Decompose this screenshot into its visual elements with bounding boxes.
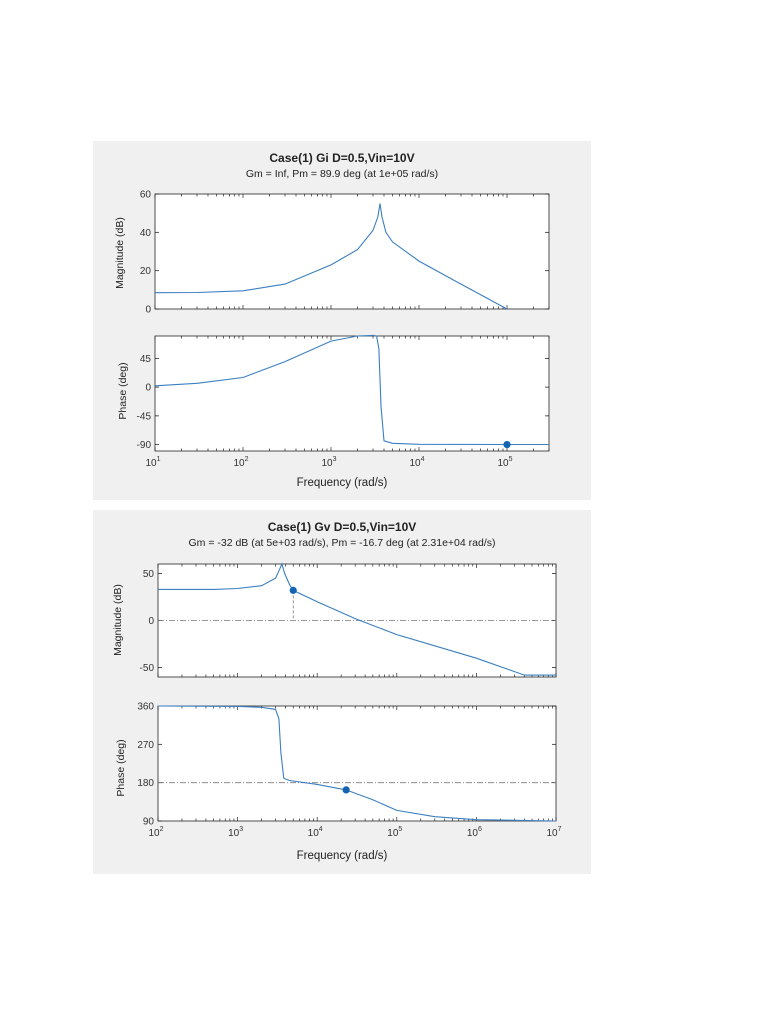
y-tick-label: 270 — [137, 740, 154, 751]
x-tick-label: 105 — [497, 456, 512, 469]
y-tick-label: 40 — [140, 228, 152, 239]
bode-plot-area: -50 0 50 90 180 270 360 102 103 104 105 106 107 — [137, 562, 562, 839]
x-tick-label: 101 — [145, 456, 160, 469]
bode-plot-area: 0 20 40 60 -90 -45 0 45 101 102 103 104 105 — [137, 190, 550, 469]
x-tick-label: 103 — [321, 456, 336, 469]
y-tick-label: 0 — [148, 616, 154, 627]
margin-marker — [342, 786, 350, 794]
x-tick-label: 102 — [233, 456, 248, 469]
chart-title: Case(1) Gv D=0.5,Vin=10V — [267, 520, 417, 534]
x-tick-label: 105 — [387, 826, 402, 839]
y-tick-label: 90 — [143, 817, 155, 828]
magnitude-series-line — [158, 562, 556, 676]
y-tick-label: 50 — [143, 569, 155, 580]
phase-axes — [154, 335, 550, 452]
y-tick-label: 0 — [145, 383, 151, 394]
x-tick-label: 106 — [467, 826, 482, 839]
bode-figure-gv: Case(1) Gv D=0.5,Vin=10V Gm = -32 dB (at… — [93, 510, 591, 874]
y-tick-label: 60 — [140, 190, 152, 201]
phase-series-line — [157, 705, 557, 822]
margin-marker — [289, 586, 297, 594]
x-tick-label: 107 — [546, 826, 561, 839]
x-axis-label: Frequency (rad/s) — [296, 850, 388, 862]
x-axis-label: Frequency (rad/s) — [296, 477, 388, 489]
magnitude-axes — [154, 193, 550, 310]
y-tick-label: 0 — [145, 305, 151, 316]
y-tick-label: -45 — [137, 411, 152, 422]
phase-axes — [157, 705, 557, 822]
x-tick-label: 104 — [409, 456, 424, 469]
y-tick-label: 180 — [137, 778, 154, 789]
y-tick-label: 45 — [140, 354, 152, 365]
y-tick-label: 360 — [137, 702, 154, 713]
chart-subtitle: Gm = -32 dB (at 5e+03 rad/s), Pm = -16.7… — [188, 537, 496, 549]
y-tick-label: 20 — [140, 266, 152, 277]
x-tick-label: 103 — [228, 826, 243, 839]
chart-subtitle: Gm = Inf, Pm = 89.9 deg (at 1e+05 rad/s) — [245, 168, 439, 180]
margin-marker — [503, 440, 511, 449]
magnitude-series-line — [154, 203, 508, 310]
phase-series-line — [154, 334, 549, 446]
y-tick-label: -50 — [140, 663, 155, 674]
x-tick-label: 102 — [148, 826, 163, 839]
chart-title: Case(1) Gi D=0.5,Vin=10V — [269, 151, 415, 165]
bode-figure-gi: Case(1) Gi D=0.5,Vin=10V Gm = Inf, Pm = … — [93, 141, 591, 500]
y-tick-label: -90 — [137, 440, 152, 451]
x-tick-label: 104 — [308, 826, 323, 839]
